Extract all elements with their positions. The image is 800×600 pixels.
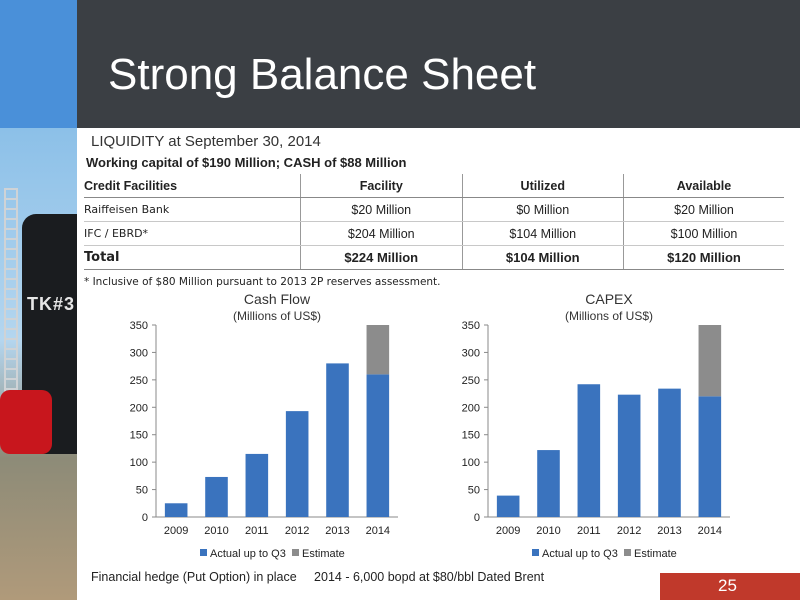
y-tick-label: 50	[468, 485, 480, 497]
table-row: IFC / EBRD* $204 Million $104 Million $1…	[84, 221, 784, 246]
chart-subtitle: (Millions of US$)	[565, 309, 653, 323]
row-label: IFC / EBRD*	[84, 221, 301, 246]
x-tick-label: 2012	[617, 525, 641, 537]
x-tick-label: 2010	[204, 525, 228, 537]
bar-actual	[164, 503, 188, 517]
legend-label: Estimate	[634, 548, 677, 560]
y-tick-label: 250	[130, 375, 148, 387]
cell-utilized: $104 Million	[461, 245, 624, 270]
legend-swatch	[292, 549, 299, 556]
bar-actual	[285, 411, 309, 517]
y-tick-label: 250	[462, 375, 480, 387]
cell-facility: $204 Million	[300, 221, 463, 246]
y-tick-label: 100	[130, 457, 148, 469]
slide-title: Strong Balance Sheet	[108, 50, 537, 99]
y-tick-label: 0	[142, 512, 148, 524]
row-label: Raiffeisen Bank	[84, 197, 301, 222]
table-row: Raiffeisen Bank $20 Million $0 Million $…	[84, 197, 784, 222]
bar-actual	[617, 394, 641, 517]
y-tick-label: 200	[462, 402, 480, 414]
bar-actual	[698, 396, 722, 517]
bar-estimate	[698, 325, 722, 397]
bar-actual	[245, 453, 269, 517]
y-tick-label: 350	[130, 320, 148, 332]
cash-flow-chart: Cash Flow (Millions of US$) 0 50 100 150 200 25…	[130, 291, 398, 560]
header-utilized: Utilized	[461, 174, 624, 198]
credit-facilities-table: Credit Facilities Facility Utilized Avai…	[84, 174, 784, 270]
bar-actual	[205, 476, 228, 517]
legend-swatch	[200, 549, 207, 556]
tank-label: TK#3	[27, 294, 76, 314]
x-tick-label: 2011	[577, 525, 601, 537]
x-tick-label: 2013	[325, 525, 349, 537]
page-number-badge	[660, 573, 800, 600]
table-total-row: Total $224 Million $104 Million $120 Mil…	[84, 245, 784, 270]
chart-subtitle: (Millions of US$)	[233, 309, 321, 323]
x-tick-label: 2013	[657, 525, 681, 537]
cell-available: $20 Million	[623, 197, 784, 222]
working-capital-line: Working capital of $190 Million; CASH of…	[86, 155, 407, 170]
page-number: 25	[718, 576, 737, 595]
capex-chart: CAPEX (Millions of US$) 0 50 100 150 200 250 300…	[462, 291, 730, 560]
y-tick-label: 350	[462, 320, 480, 332]
row-label: Total	[84, 245, 301, 270]
legend-swatch	[624, 549, 631, 556]
y-tick-label: 300	[130, 347, 148, 359]
legend-label: Estimate	[302, 548, 345, 560]
oil-tank-photo: TK#3	[0, 128, 77, 600]
y-tick-label: 200	[130, 402, 148, 414]
legend-label: Actual up to Q3	[542, 548, 618, 560]
y-tick-label: 300	[462, 347, 480, 359]
x-tick-label: 2010	[536, 525, 560, 537]
x-tick-label: 2009	[164, 525, 188, 537]
bar-estimate	[366, 325, 390, 375]
bar-actual	[326, 363, 349, 517]
x-tick-label: 2009	[496, 525, 520, 537]
title-bar	[0, 0, 800, 128]
x-tick-label: 2012	[285, 525, 309, 537]
ladder-graphic	[4, 188, 18, 418]
cell-utilized: $0 Million	[461, 197, 624, 222]
header-facility: Facility	[300, 174, 463, 198]
bar-actual	[366, 374, 390, 517]
x-tick-label: 2011	[245, 525, 269, 537]
y-tick-label: 50	[136, 485, 148, 497]
cell-facility: $224 Million	[300, 245, 463, 270]
footnote: * Inclusive of $80 Million pursuant to 2…	[84, 276, 441, 288]
hedge-note: Financial hedge (Put Option) in place 20…	[91, 570, 545, 584]
bar-actual	[496, 495, 520, 517]
valve-graphic	[0, 390, 52, 454]
header-credit-facilities: Credit Facilities	[84, 174, 301, 198]
y-tick-label: 150	[462, 430, 480, 442]
header-available: Available	[623, 174, 784, 198]
legend-label: Actual up to Q3	[210, 548, 286, 560]
y-tick-label: 100	[462, 457, 480, 469]
liquidity-heading: LIQUIDITY at September 30, 2014	[91, 133, 321, 150]
accent-strip	[0, 0, 77, 128]
chart-title: CAPEX	[585, 291, 633, 307]
bar-actual	[577, 384, 601, 517]
chart-title: Cash Flow	[244, 291, 311, 307]
bar-actual	[537, 450, 560, 517]
legend-swatch	[532, 549, 539, 556]
x-tick-label: 2014	[698, 525, 722, 537]
bar-actual	[658, 388, 681, 517]
x-tick-label: 2014	[366, 525, 390, 537]
cell-utilized: $104 Million	[461, 221, 624, 246]
y-tick-label: 150	[130, 430, 148, 442]
cell-available: $120 Million	[623, 245, 784, 270]
cell-facility: $20 Million	[300, 197, 463, 222]
table-header-row: Credit Facilities Facility Utilized Avai…	[84, 174, 784, 198]
cell-available: $100 Million	[623, 221, 784, 246]
y-tick-label: 0	[474, 512, 480, 524]
